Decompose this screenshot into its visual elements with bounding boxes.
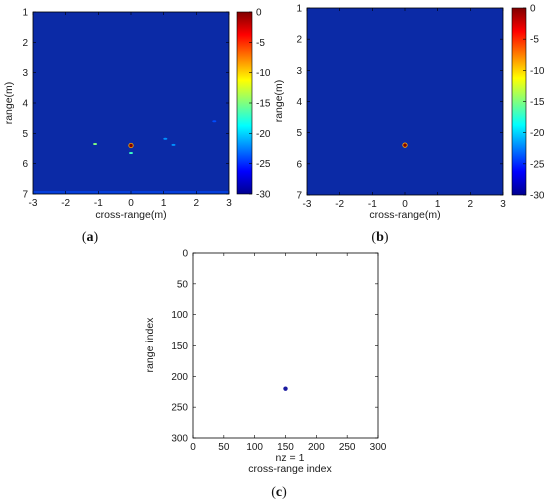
colorbar-tick-label: -15 bbox=[256, 99, 271, 110]
xtick-label: 2 bbox=[194, 198, 200, 209]
xlabel-a: cross-range(m) bbox=[95, 209, 166, 221]
colorbar-tick-label: -25 bbox=[530, 159, 545, 170]
xtick-label: 250 bbox=[339, 442, 356, 453]
data-point bbox=[283, 386, 288, 391]
scatter-peak bbox=[403, 143, 407, 147]
ytick-label: 2 bbox=[22, 38, 28, 49]
colorbar-tick-label: -20 bbox=[530, 128, 545, 139]
ytick-label: 6 bbox=[296, 159, 302, 170]
ytick-label: 200 bbox=[171, 372, 188, 383]
xtick-label: 1 bbox=[161, 198, 167, 209]
yticks-a: 1 2 3 4 5 6 7 bbox=[22, 8, 229, 201]
colorbar-ticks-b: 0 -5 -10 -15 -20 -25 -30 bbox=[523, 4, 545, 202]
panel-label-a: (a) bbox=[82, 230, 99, 245]
colorbar-tick-label: -20 bbox=[256, 129, 271, 140]
colorbar-tick-label: -10 bbox=[256, 68, 271, 79]
ytick-label: 5 bbox=[296, 128, 302, 139]
xlabel-c: cross-range index bbox=[248, 463, 332, 475]
panel-label-c: (c) bbox=[271, 485, 287, 500]
xtick-label: 1 bbox=[435, 199, 441, 210]
panel-c: 0 50 100 150 200 250 300 0 50 100 150 200 250 300 nz… bbox=[144, 249, 387, 501]
xtick-label: 3 bbox=[226, 198, 232, 209]
xtick-label: 0 bbox=[190, 442, 196, 453]
colorbar-tick-label: -5 bbox=[530, 35, 539, 46]
xtick-label: 200 bbox=[308, 442, 325, 453]
ylabel-b: range(m) bbox=[273, 80, 285, 123]
colorbar-tick-label: -25 bbox=[256, 159, 271, 170]
plot-area-a bbox=[33, 12, 229, 194]
colorbar-tick-label: 0 bbox=[256, 8, 262, 19]
scatter-point bbox=[163, 137, 168, 140]
ytick-label: 150 bbox=[171, 341, 188, 352]
ytick-label: 1 bbox=[296, 4, 302, 15]
ytick-label: 6 bbox=[22, 159, 28, 170]
ytick-label: 300 bbox=[171, 434, 188, 445]
ytick-label: 7 bbox=[22, 190, 28, 201]
points-c bbox=[283, 386, 288, 391]
yticks-b: 1 2 3 4 5 6 7 bbox=[296, 4, 503, 202]
ytick-label: 3 bbox=[296, 66, 302, 77]
ytick-label: 7 bbox=[296, 191, 302, 202]
scatter-peak bbox=[129, 143, 133, 148]
xtick-label: 150 bbox=[277, 442, 294, 453]
xticks-b: -3 -2 -1 0 1 2 3 bbox=[303, 8, 506, 210]
xtick-label: 3 bbox=[500, 199, 506, 210]
ylabel-c: range index bbox=[144, 317, 156, 373]
xtick-label: -1 bbox=[368, 199, 377, 210]
ytick-label: 2 bbox=[296, 35, 302, 46]
ytick-label: 4 bbox=[22, 99, 28, 110]
colorbar-tick-label: -15 bbox=[530, 97, 545, 108]
ytick-label: 100 bbox=[171, 310, 188, 321]
colorbar-tick-label: -5 bbox=[256, 38, 265, 49]
plot-area-b bbox=[307, 8, 503, 195]
xtick-label: -2 bbox=[335, 199, 344, 210]
xtick-label: 300 bbox=[370, 442, 387, 453]
scatter-point bbox=[93, 142, 98, 145]
scatter-point bbox=[212, 120, 217, 123]
ytick-label: 5 bbox=[22, 129, 28, 140]
xtick-label: 0 bbox=[128, 198, 134, 209]
plot-area-c bbox=[192, 252, 379, 439]
xticks-c: 0 50 100 150 200 250 300 bbox=[190, 253, 387, 453]
ytick-label: 250 bbox=[171, 403, 188, 414]
xtick-label: -3 bbox=[303, 199, 312, 210]
xtick-label: -1 bbox=[94, 198, 103, 209]
xtick-label: 2 bbox=[468, 199, 474, 210]
xticks-a: -3 -2 -1 0 1 2 3 bbox=[29, 12, 232, 209]
ylabel-a: range(m) bbox=[3, 82, 15, 125]
colorbar-tick-label: -10 bbox=[530, 66, 545, 77]
ytick-label: 1 bbox=[22, 8, 28, 19]
xlabel-b: cross-range(m) bbox=[369, 209, 440, 221]
colorbar-tick-label: 0 bbox=[530, 4, 536, 15]
ytick-label: 4 bbox=[296, 97, 302, 108]
colorbar-ticks-a: 0 -5 -10 -15 -20 -25 -30 bbox=[249, 8, 271, 201]
xtick-label: 50 bbox=[218, 442, 230, 453]
colorbar-tick-label: -30 bbox=[256, 190, 271, 201]
ytick-label: 3 bbox=[22, 68, 28, 79]
points-b bbox=[402, 142, 408, 148]
scatter-point bbox=[129, 152, 133, 155]
yticks-c: 0 50 100 150 200 250 300 bbox=[171, 249, 378, 445]
panel-label-b: (b) bbox=[371, 230, 388, 245]
xtick-label: -3 bbox=[29, 198, 38, 209]
ytick-label: 0 bbox=[182, 249, 188, 260]
scatter-point bbox=[171, 143, 176, 146]
colorbar-tick-label: -30 bbox=[530, 191, 545, 202]
xtick-label: 100 bbox=[246, 442, 263, 453]
nz-annotation: nz = 1 bbox=[276, 452, 305, 464]
xtick-label: 0 bbox=[402, 199, 408, 210]
xtick-label: -2 bbox=[61, 198, 70, 209]
ytick-label: 50 bbox=[177, 279, 189, 290]
